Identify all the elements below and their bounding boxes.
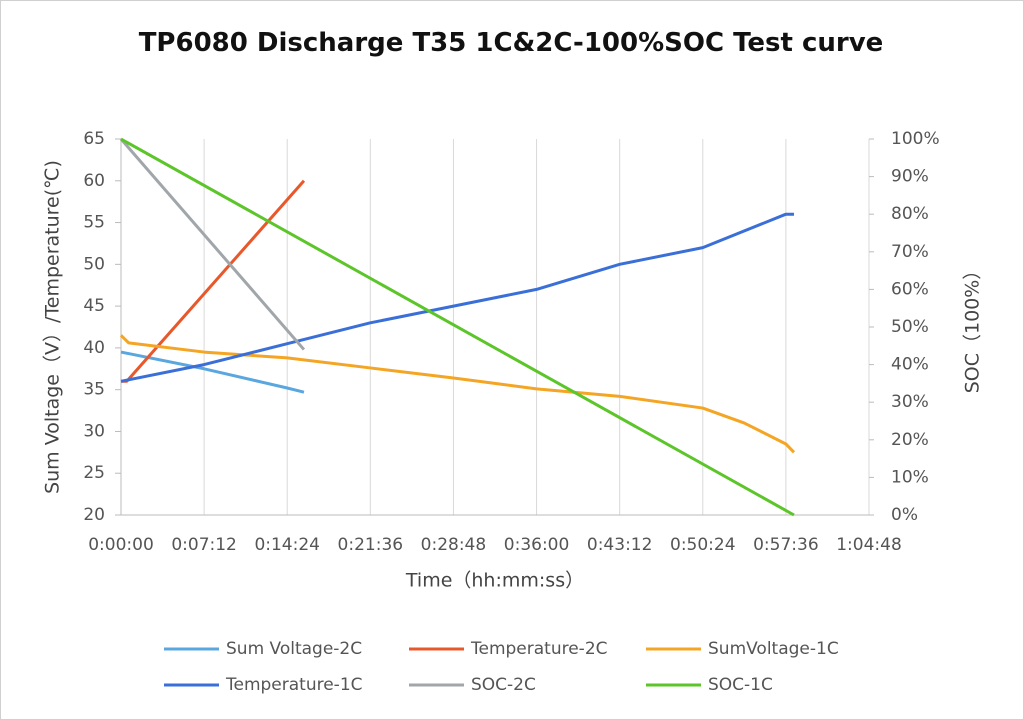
x-tick-label: 0:07:12: [171, 535, 237, 555]
x-tick-label: 0:14:24: [254, 535, 320, 555]
x-tick-label: 0:00:00: [88, 535, 154, 555]
x-tick-label: 0:50:24: [670, 535, 736, 555]
y2-tick-label: 10%: [891, 467, 929, 487]
y2-tick-label: 20%: [891, 430, 929, 450]
series-line: [120, 137, 795, 517]
legend-label: Temperature-2C: [470, 639, 608, 659]
y2-tick-label: 90%: [891, 167, 929, 187]
legend-label: SOC-2C: [471, 675, 536, 695]
y2-tick-label: 100%: [891, 129, 940, 149]
y2-tick-label: 60%: [891, 279, 929, 299]
legend-label: Sum Voltage-2C: [226, 639, 362, 659]
series-line: [120, 350, 305, 394]
y-tick-label: 50: [83, 254, 105, 274]
y-tick-label: 30: [83, 421, 105, 441]
y2-tick-label: 40%: [891, 355, 929, 375]
chart-title: TP6080 Discharge T35 1C&2C-100%SOC Test …: [138, 28, 884, 58]
y2-tick-label: 50%: [891, 317, 929, 337]
x-tick-label: 0:28:48: [421, 535, 487, 555]
y2-tick-label: 70%: [891, 242, 929, 262]
x-tick-label: 0:57:36: [753, 535, 819, 555]
series-line: [119, 334, 796, 454]
y-tick-label: 65: [83, 129, 105, 149]
x-tick-label: 1:04:48: [836, 535, 902, 555]
x-tick-label: 0:36:00: [504, 535, 570, 555]
x-tick-label: 0:43:12: [587, 535, 653, 555]
y-tick-label: 40: [83, 338, 105, 358]
y-axis-label: Sum Voltage（V）/Temperature(℃): [42, 160, 64, 494]
legend-label: SumVoltage-1C: [708, 639, 839, 659]
y2-tick-label: 0%: [891, 505, 918, 525]
series-line: [119, 138, 306, 351]
y-tick-label: 60: [83, 171, 105, 191]
series-line: [120, 212, 794, 383]
y2-tick-label: 80%: [891, 204, 929, 224]
y-tick-label: 45: [83, 296, 105, 316]
y-tick-label: 20: [83, 505, 105, 525]
y-tick-label: 25: [83, 463, 105, 483]
y-tick-label: 55: [83, 213, 105, 233]
y2-axis-label: SOC（100%）: [962, 261, 984, 394]
legend-label: Temperature-1C: [225, 675, 363, 695]
legend-label: SOC-1C: [708, 675, 773, 695]
x-tick-label: 0:21:36: [338, 535, 404, 555]
y2-tick-label: 30%: [891, 392, 929, 412]
x-axis-label: Time（hh:mm:ss）: [405, 570, 584, 592]
y-tick-label: 35: [83, 380, 105, 400]
